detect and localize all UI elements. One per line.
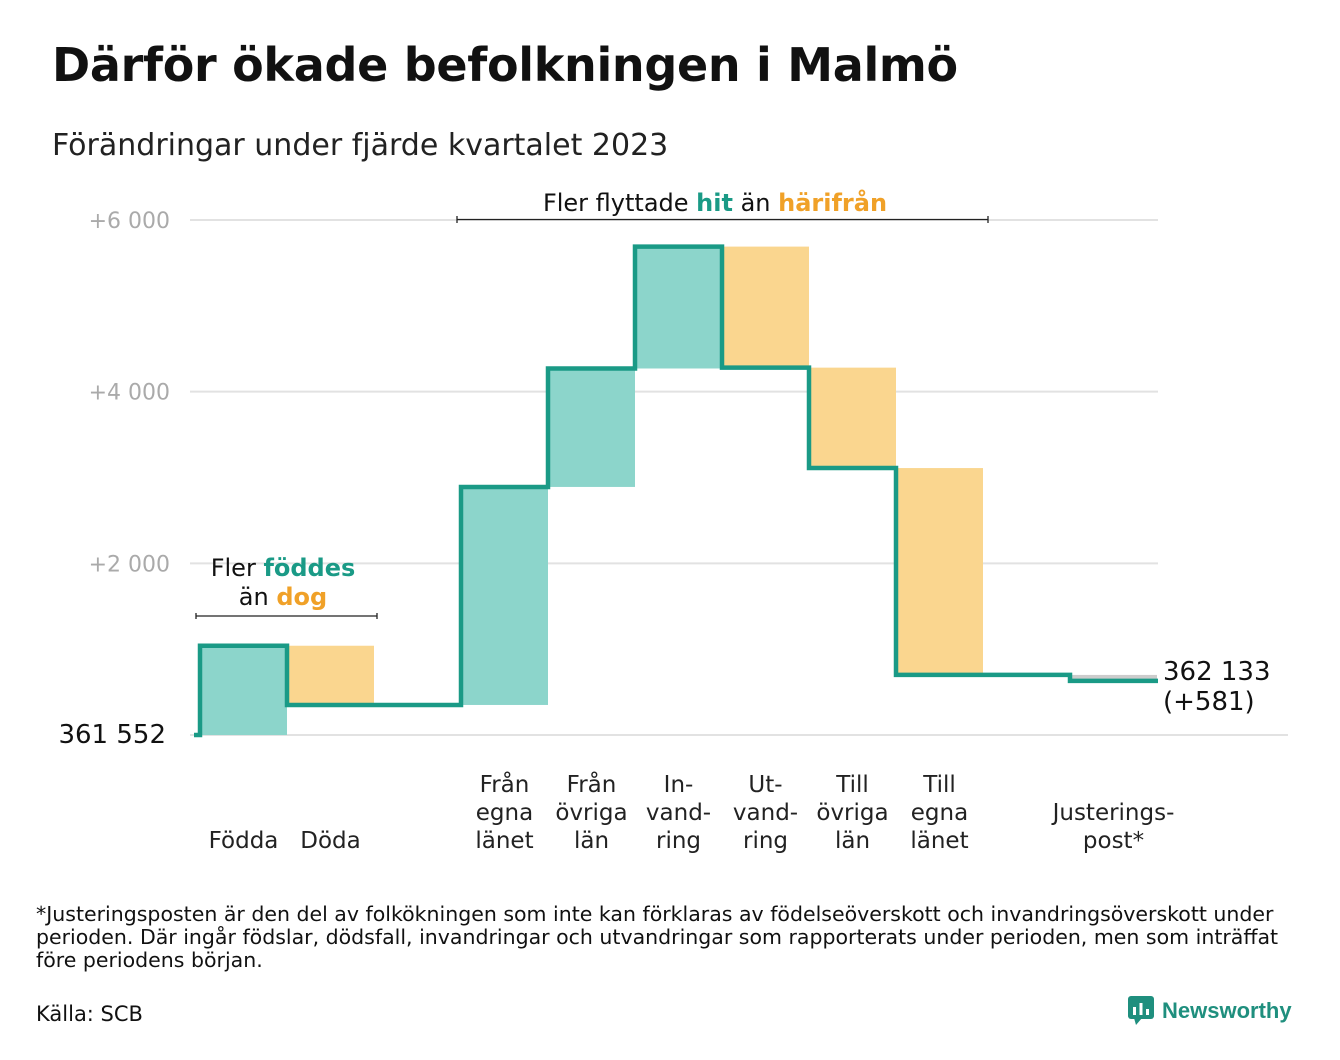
- migration-annotation-part: Fler flyttade: [543, 189, 696, 217]
- source-label: Källa: SCB: [36, 1002, 143, 1026]
- category-label: Till: [922, 772, 956, 798]
- baseline-value-label: 361 552: [58, 720, 166, 750]
- cumulative-step-line: [194, 244, 1158, 738]
- births-line2-annotation: än dog: [239, 583, 327, 611]
- bar-out: [896, 468, 983, 675]
- category-label: vand-: [733, 800, 798, 826]
- bar-in: [200, 645, 287, 735]
- migration-annotation-part: än: [733, 189, 778, 217]
- births-line1-annotation-part: Fler: [211, 554, 264, 582]
- category-label: ring: [656, 828, 701, 854]
- category-label: Döda: [300, 828, 360, 854]
- category-label: egna: [476, 800, 533, 826]
- category-label: ring: [743, 828, 788, 854]
- bar-out: [809, 367, 896, 469]
- bar-in: [635, 246, 722, 369]
- end-value-label: (+581): [1163, 687, 1255, 717]
- chart-subtitle: Förändringar under fjärde kvartalet 2023: [52, 128, 669, 163]
- category-label: vand-: [646, 800, 711, 826]
- category-label: post*: [1083, 828, 1144, 854]
- births-line1-annotation: Fler föddes: [211, 554, 356, 582]
- category-label: In-: [664, 772, 694, 798]
- category-label: Från: [567, 770, 617, 798]
- category-label: Från: [480, 770, 530, 798]
- category-label: län: [574, 828, 609, 854]
- category-label: län: [835, 828, 870, 854]
- category-label: länet: [910, 828, 968, 854]
- births-line1-annotation-part: föddes: [263, 554, 355, 582]
- category-label: övriga: [555, 800, 627, 826]
- births-line2-annotation-part: än: [239, 583, 277, 611]
- y-tick-label: +6 000: [89, 209, 170, 234]
- chart-bubble-icon: [1128, 996, 1154, 1025]
- bar-out: [287, 645, 374, 705]
- bar-in: [461, 486, 548, 705]
- bar-in: [548, 368, 635, 487]
- births-line2-annotation-part: dog: [276, 583, 327, 611]
- migration-annotation: Fler flyttade hit än härifrån: [543, 188, 887, 217]
- category-label: länet: [475, 828, 533, 854]
- category-label: Till: [835, 772, 869, 798]
- y-tick-label: +4 000: [89, 381, 170, 406]
- chart-title: Därför ökade befolkningen i Malmö: [52, 38, 958, 92]
- category-label: övriga: [816, 800, 888, 826]
- category-label: Justerings-: [1051, 800, 1175, 826]
- migration-bracket: [456, 216, 989, 223]
- brand-logo: Newsworthy: [1128, 996, 1292, 1026]
- brand-name: Newsworthy: [1162, 998, 1292, 1023]
- migration-annotation-part: härifrån: [778, 188, 887, 217]
- category-label: Ut-: [748, 772, 782, 798]
- category-label: Födda: [209, 828, 279, 854]
- bar-out: [722, 246, 809, 368]
- footnote: *Justeringsposten är den del av folkökni…: [36, 902, 1279, 972]
- end-value-label: 362 133: [1163, 657, 1271, 687]
- bar-adjust: [1070, 674, 1157, 681]
- y-tick-label: +2 000: [89, 552, 170, 577]
- migration-annotation-part: hit: [696, 189, 733, 217]
- births-bracket: [195, 613, 378, 619]
- category-label: egna: [911, 800, 968, 826]
